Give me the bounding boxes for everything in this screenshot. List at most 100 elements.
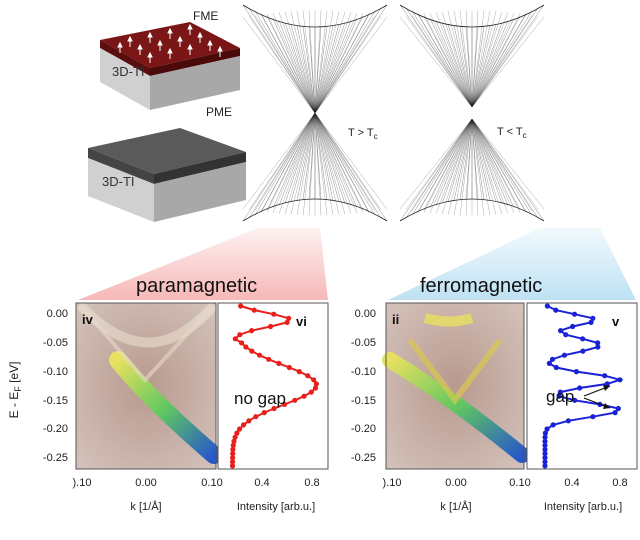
edc-point	[557, 389, 563, 395]
paramagnetic-title: paramagnetic	[136, 275, 257, 297]
edc-point	[542, 459, 548, 465]
no-gap-annotation: no gap	[234, 389, 286, 408]
edc-point	[271, 311, 277, 317]
edc-point	[580, 336, 586, 342]
edc-point	[238, 303, 244, 309]
edc-point	[231, 438, 237, 444]
int-tick-l0: 0.4	[254, 477, 269, 489]
intensity-label-right: Intensity [arb.u.]	[544, 501, 622, 513]
edc-point	[229, 455, 236, 461]
edc-point	[230, 451, 236, 457]
edc-point	[261, 410, 267, 416]
spin-arrow-head-icon	[197, 31, 203, 38]
x-axis-labels: ).10 0.00 0.10 0.4 0.8 ).10 0.00 0.10 0.…	[73, 477, 628, 513]
spin-arrow-head-icon	[157, 39, 163, 46]
edc-point	[296, 369, 302, 375]
k-tick-r2: 0.10	[509, 477, 530, 489]
edc-point	[590, 315, 596, 321]
k-tick-l1: 0.00	[135, 477, 156, 489]
pme-label: PME	[206, 105, 232, 119]
edc-point	[544, 426, 550, 432]
edc-point	[590, 414, 596, 420]
edc-point	[573, 369, 580, 375]
k-label-right: k [1/Å]	[440, 500, 471, 513]
int-tick-r1: 0.8	[612, 477, 627, 489]
edc-point	[556, 393, 562, 399]
edc-point	[570, 323, 576, 330]
ferromagnetic-projection	[388, 228, 636, 300]
edc-point	[549, 356, 556, 362]
edc-point	[276, 360, 282, 366]
edc-point	[542, 463, 548, 469]
cone-left-temperature: T > Tc	[348, 127, 378, 141]
spin-arrow-head-icon	[167, 27, 173, 34]
edc-point	[232, 434, 238, 440]
y-tick-r3: -0.15	[351, 395, 376, 407]
edc-point	[238, 340, 245, 346]
edc-point	[266, 356, 272, 362]
edc-point	[595, 340, 601, 346]
edc-point	[588, 319, 594, 325]
y-tick-3: -0.15	[43, 395, 68, 407]
y-tick-4: -0.20	[43, 423, 68, 435]
edc-point	[553, 364, 559, 371]
ti-label-top: 3D-TI	[112, 64, 145, 79]
edc-point	[230, 442, 236, 448]
y-tick-r0: 0.00	[355, 308, 376, 320]
ti-label-bottom: 3D-TI	[102, 174, 135, 189]
y-tick-5: -0.25	[43, 452, 68, 464]
edc-point	[561, 352, 568, 358]
edc-point	[229, 463, 236, 469]
edc-point	[232, 336, 238, 342]
edc-point	[546, 360, 552, 366]
edc-right-tag: v	[612, 314, 620, 329]
edc-point	[292, 397, 298, 403]
edc-point	[604, 381, 610, 387]
edc-point	[553, 307, 559, 313]
edc-point	[313, 381, 319, 387]
edc-point	[305, 373, 311, 379]
edc-point	[230, 446, 236, 453]
edc-point	[542, 430, 548, 436]
edc-point	[577, 385, 583, 391]
arpes-left-tag: iv	[82, 312, 94, 327]
spin-arrow-head-icon	[147, 51, 153, 58]
fme-ti-block: 3D-TI FME	[100, 9, 240, 110]
edc-point	[256, 352, 263, 358]
spin-arrow-head-icon	[167, 47, 173, 54]
ferromagnetic-title: ferromagnetic	[420, 275, 542, 297]
spin-arrow-head-icon	[207, 39, 213, 46]
cone-right-temperature: T < Tc	[497, 126, 527, 140]
y-axis-label: E - EF [eV]	[7, 362, 23, 419]
edc-point	[286, 364, 292, 371]
spin-arrow-head-icon	[117, 41, 123, 48]
edc-point	[271, 405, 277, 412]
y-tick-0: 0.00	[47, 308, 68, 320]
edc-point	[563, 332, 569, 338]
y-tick-r1: -0.05	[351, 337, 376, 349]
y-axis-left: 0.00 -0.05 -0.10 -0.15 -0.20 -0.25	[43, 308, 68, 464]
edc-point	[308, 389, 314, 395]
spin-arrow-head-icon	[137, 43, 143, 50]
dirac-cone-paramagnetic	[242, 4, 388, 222]
spin-arrow-head-icon	[187, 23, 193, 30]
fme-label: FME	[193, 9, 218, 23]
y-tick-2: -0.10	[43, 366, 68, 378]
y-axis-right: 0.00 -0.05 -0.10 -0.15 -0.20 -0.25	[351, 308, 376, 464]
edc-left-tag: vi	[296, 314, 307, 329]
int-tick-l1: 0.8	[304, 477, 319, 489]
k-tick-r0: ).10	[383, 477, 402, 489]
edc-point	[615, 405, 621, 412]
spin-arrow-head-icon	[177, 35, 183, 42]
edc-point	[542, 442, 548, 448]
edc-point	[542, 451, 548, 457]
edc-point	[602, 373, 608, 379]
edc-point	[557, 328, 564, 334]
edc-point	[240, 422, 247, 428]
edc-point	[550, 422, 556, 428]
edc-point	[542, 446, 548, 453]
k-label-left: k [1/Å]	[130, 500, 161, 513]
spin-arrow-head-icon	[127, 35, 133, 42]
edc-point	[229, 459, 236, 465]
y-tick-r4: -0.20	[351, 423, 376, 435]
